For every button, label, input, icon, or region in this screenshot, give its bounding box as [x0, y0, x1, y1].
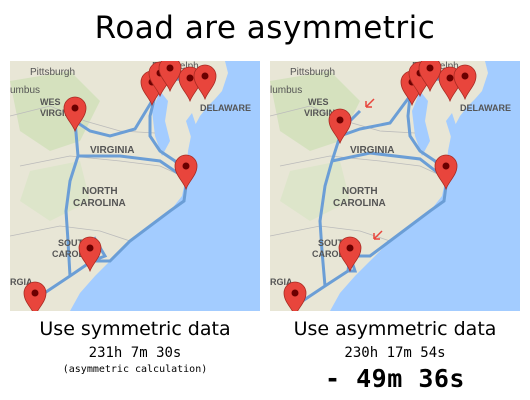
map-label: lumbus [270, 85, 302, 96]
map-label: VIRGINIA [90, 145, 134, 156]
forest-area [10, 71, 100, 151]
map-pin-icon[interactable] [174, 154, 198, 191]
map-label: Pittsburgh [30, 67, 75, 78]
map-panel-symmetric[interactable]: Pittsburgh Philadelph umbus MA WES VIRGI… [10, 61, 260, 311]
red-arrow-icon [373, 230, 383, 240]
map-label: WES [308, 97, 329, 107]
state-border [279, 155, 443, 177]
caption-symmetric: Use symmetric data [39, 318, 231, 340]
map-label: VIRGINIA [350, 145, 394, 156]
map-pin-icon[interactable] [453, 64, 477, 101]
map-pin-icon[interactable] [23, 281, 47, 311]
map-label: CAROLINA [52, 249, 100, 259]
map-pin-icon[interactable] [63, 96, 87, 133]
map-label: CAROLINA [333, 198, 386, 209]
bay-water [152, 91, 170, 156]
map-pin-icon[interactable] [418, 61, 442, 93]
route-line [318, 77, 471, 287]
map-asymmetric: Pittsburgh Philadelph lumbus MA WES VIRG… [270, 61, 511, 311]
map-label: SOUTH [58, 238, 90, 248]
map-label: umbus [10, 85, 40, 96]
map-label: RGIA [270, 277, 293, 287]
map-label: VIRGINIA [304, 108, 345, 118]
time-difference: - 49m 36s [325, 364, 465, 393]
map-label: NORTH [82, 186, 118, 197]
bay-water [412, 91, 430, 156]
map-pin-icon[interactable] [158, 61, 182, 93]
bay-water [186, 113, 196, 137]
map-pin-icon[interactable] [283, 281, 307, 311]
map-label: RGIA [10, 277, 33, 287]
map-pin-icon[interactable] [78, 236, 102, 273]
state-border [10, 225, 131, 242]
map-label: VIRGINIA [40, 108, 81, 118]
route-line [331, 151, 448, 258]
map-label: WES [40, 97, 61, 107]
state-border [10, 105, 156, 134]
map-pin-icon[interactable] [434, 154, 458, 191]
route-line [78, 154, 188, 263]
map-panel-asymmetric[interactable]: Pittsburgh Philadelph lumbus MA WES VIRG… [270, 61, 520, 311]
map-symmetric: Pittsburgh Philadelph umbus MA WES VIRGI… [10, 61, 251, 311]
map-label: NORTH [342, 186, 378, 197]
map-label: DELAWARE [460, 103, 511, 113]
map-pin-icon[interactable] [338, 236, 362, 273]
caption-asymmetric: Use asymmetric data [293, 318, 497, 340]
forest-area [280, 161, 350, 221]
map-pin-icon[interactable] [328, 108, 352, 145]
map-pin-icon[interactable] [193, 64, 217, 101]
map-label: SOUTH [318, 238, 350, 248]
bay-water [446, 113, 456, 137]
time-symmetric: 231h 7m 30s [88, 345, 182, 361]
map-label: Pittsburgh [290, 67, 335, 78]
state-border [270, 225, 391, 242]
time-asymmetric: 230h 17m 54s [344, 345, 446, 361]
note-symmetric: (asymmetric calculation) [62, 364, 208, 375]
map-label: CAROLINA [73, 198, 126, 209]
map-label: CAROLINA [312, 249, 360, 259]
map-label: DELAWARE [200, 103, 251, 113]
red-arrow-icon [365, 98, 375, 108]
page-title: Road are asymmetric [94, 10, 436, 46]
state-border [19, 155, 183, 177]
